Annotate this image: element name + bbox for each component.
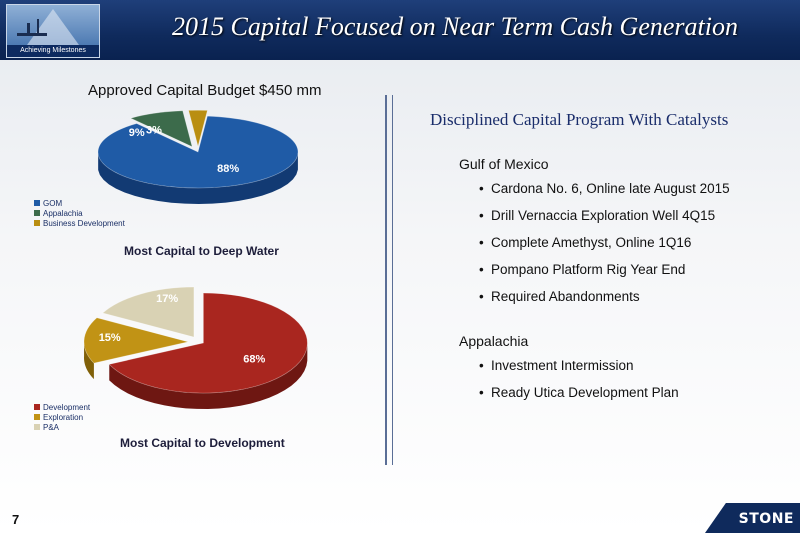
pie-data-label: 17% bbox=[156, 293, 178, 305]
list-item: • Cardona No. 6, Online late August 2015 bbox=[459, 175, 730, 202]
legend-item-gom: GOM bbox=[34, 198, 125, 208]
pie-slice-business-development bbox=[188, 109, 208, 148]
list-item-text: Ready Utica Development Plan bbox=[491, 385, 679, 400]
column-divider bbox=[385, 95, 387, 465]
legend-swatch bbox=[34, 210, 40, 216]
legend-label: GOM bbox=[43, 198, 63, 208]
pie-data-label: 9% bbox=[129, 127, 145, 139]
company-logo: Achieving Milestones bbox=[6, 4, 100, 58]
list-item: • Ready Utica Development Plan bbox=[459, 379, 679, 406]
list-item-text: Required Abandonments bbox=[491, 289, 640, 304]
legend-label: Appalachia bbox=[43, 208, 83, 218]
pie2-legend: Development Exploration P&A bbox=[34, 402, 90, 432]
list-item: • Pompano Platform Rig Year End bbox=[459, 256, 730, 283]
pie1-legend: GOM Appalachia Business Development bbox=[34, 198, 125, 228]
pie-data-label: 68% bbox=[243, 354, 265, 366]
legend-item-appalachia: Appalachia bbox=[34, 208, 125, 218]
legend-item-pa: P&A bbox=[34, 422, 90, 432]
section-title: Appalachia bbox=[459, 333, 529, 349]
pie-slice-side bbox=[84, 340, 94, 380]
list-item: • Investment Intermission bbox=[459, 352, 679, 379]
pie-slice-development bbox=[108, 292, 308, 394]
pie-data-label: 3% bbox=[146, 124, 162, 136]
list-item-text: Complete Amethyst, Online 1Q16 bbox=[491, 235, 692, 250]
bullet-list: • Cardona No. 6, Online late August 2015 … bbox=[459, 175, 730, 310]
pie-slice-side bbox=[109, 344, 308, 409]
header-bar: Achieving Milestones 2015 Capital Focuse… bbox=[0, 0, 800, 60]
legend-item-business-development: Business Development bbox=[34, 218, 125, 228]
pie-slice-side bbox=[98, 153, 298, 204]
pie-data-label: 15% bbox=[99, 332, 121, 344]
page-number: 7 bbox=[12, 512, 20, 527]
pie2-caption: Most Capital to Development bbox=[120, 436, 285, 450]
stone-logo: STONE bbox=[738, 511, 794, 527]
offshore-platform-icon bbox=[17, 9, 79, 45]
list-item-text: Investment Intermission bbox=[491, 358, 634, 373]
list-item: • Drill Vernaccia Exploration Well 4Q15 bbox=[459, 202, 730, 229]
list-item-text: Pompano Platform Rig Year End bbox=[491, 262, 686, 277]
legend-label: Business Development bbox=[43, 218, 125, 228]
legend-item-exploration: Exploration bbox=[34, 412, 90, 422]
bullet-list: • Investment Intermission • Ready Utica De… bbox=[459, 352, 679, 406]
pie-slice-gom bbox=[97, 115, 299, 189]
pie1-caption: Most Capital to Deep Water bbox=[124, 244, 279, 258]
legend-swatch bbox=[34, 404, 40, 410]
capital-allocation-pie-chart: 68% 15% 17% bbox=[83, 286, 308, 409]
legend-label: Development bbox=[43, 402, 91, 412]
logo-tagline: Achieving Milestones bbox=[7, 45, 99, 57]
section-title: Gulf of Mexico bbox=[459, 156, 549, 172]
legend-swatch bbox=[34, 424, 40, 430]
legend-swatch bbox=[34, 414, 40, 420]
bullet-icon: • bbox=[479, 358, 484, 373]
pie-slice-appalachia bbox=[129, 110, 193, 148]
pie-data-label: 88% bbox=[217, 163, 239, 175]
list-item-text: Cardona No. 6, Online late August 2015 bbox=[491, 181, 730, 196]
section-appalachia: Appalachia • Investment Intermission • Rea… bbox=[459, 330, 679, 406]
pie-slice-p-a bbox=[102, 286, 195, 338]
bullet-icon: • bbox=[479, 289, 484, 304]
legend-label: Exploration bbox=[43, 412, 84, 422]
slide-title: 2015 Capital Focused on Near Term Cash G… bbox=[172, 12, 738, 41]
list-item: • Required Abandonments bbox=[459, 283, 730, 310]
list-item-text: Drill Vernaccia Exploration Well 4Q15 bbox=[491, 208, 716, 223]
legend-swatch bbox=[34, 200, 40, 206]
right-panel-heading: Disciplined Capital Program With Catalys… bbox=[430, 110, 729, 129]
pie-slice-exploration bbox=[83, 317, 189, 364]
list-item: • Complete Amethyst, Online 1Q16 bbox=[459, 229, 730, 256]
section-gulf-of-mexico: Gulf of Mexico • Cardona No. 6, Online la… bbox=[459, 153, 730, 310]
gom-pie-chart: 88% 9% 3% bbox=[97, 109, 299, 204]
bullet-icon: • bbox=[479, 262, 484, 277]
bullet-icon: • bbox=[479, 208, 484, 223]
pie1-title: Approved Capital Budget $450 mm bbox=[88, 82, 322, 99]
bullet-icon: • bbox=[479, 385, 484, 400]
column-divider-inner bbox=[392, 95, 393, 465]
legend-label: P&A bbox=[43, 422, 60, 432]
legend-item-development: Development bbox=[34, 402, 90, 412]
bullet-icon: • bbox=[479, 181, 484, 196]
legend-swatch bbox=[34, 220, 40, 226]
bullet-icon: • bbox=[479, 235, 484, 250]
